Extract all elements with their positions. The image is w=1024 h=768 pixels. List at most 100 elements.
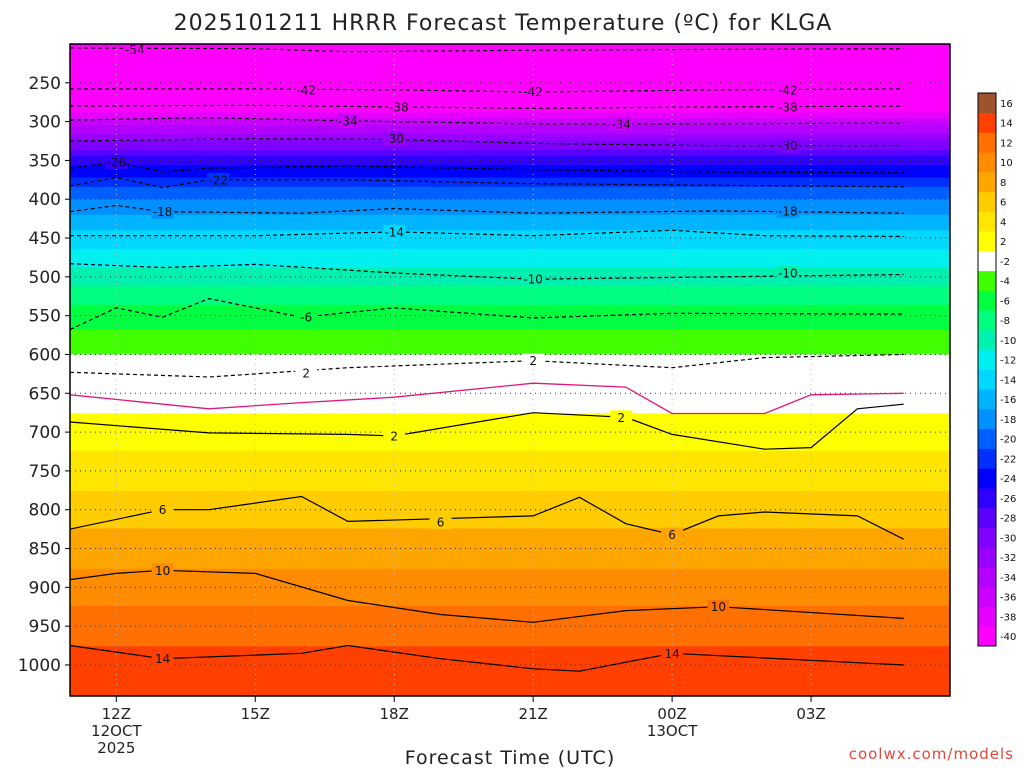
colorbar-label: -12: [1000, 356, 1016, 367]
colorbar-swatch: [978, 527, 996, 548]
contour-label-bg: [661, 646, 684, 661]
shading-band: [70, 593, 950, 598]
shading-band: [70, 177, 950, 182]
y-tick-label: 400: [29, 190, 61, 210]
contour-label-bg: [105, 154, 128, 169]
shading-band: [70, 528, 950, 533]
isotherm-10: [70, 569, 904, 623]
shading-band: [70, 596, 950, 601]
shading-band: [70, 47, 950, 51]
shading-band: [70, 627, 950, 632]
shading-band: [70, 137, 950, 141]
shading-band: [70, 134, 950, 138]
shading-band: [70, 220, 950, 225]
contour-label-bg: [383, 224, 406, 239]
source-credit[interactable]: coolwx.com/models: [849, 745, 1014, 763]
shading-band: [70, 320, 950, 325]
y-tick-label: 850: [29, 540, 61, 560]
y-tick-label: 1000: [18, 656, 61, 676]
y-tick-label: 950: [29, 617, 61, 637]
shading-band: [70, 245, 950, 250]
shading-band: [70, 522, 950, 526]
shading-band: [70, 196, 950, 200]
contour-label-bg: [610, 116, 633, 131]
shading-band: [70, 422, 950, 427]
colorbar-label: -8: [1000, 316, 1010, 327]
colorbar-swatch: [978, 606, 996, 627]
shading-band: [70, 252, 950, 256]
shading-band: [70, 621, 950, 626]
colorbar-label: -16: [1000, 395, 1016, 406]
y-tick-label: 500: [29, 268, 61, 288]
shading-band: [70, 550, 950, 554]
shading-band: [70, 404, 950, 408]
shading-band: [70, 581, 950, 585]
y-tick-label: 750: [29, 462, 61, 482]
shading-band: [70, 186, 950, 191]
shading-band: [70, 146, 950, 151]
shading-band: [70, 668, 950, 672]
contour-label-bg: [336, 113, 359, 128]
colorbar-swatch: [978, 211, 996, 232]
shading-band: [70, 466, 950, 470]
shading-band: [70, 509, 950, 514]
shading-band: [70, 202, 950, 207]
shading-band: [70, 615, 950, 619]
shading-band: [70, 230, 950, 234]
shading-band: [70, 661, 950, 666]
shading-band: [70, 276, 950, 281]
shading-band: [70, 432, 950, 436]
colorbar-swatch: [978, 251, 996, 272]
contour-label: 6: [668, 528, 676, 542]
shading-band: [70, 174, 950, 179]
colorbar-label: -18: [1000, 415, 1016, 426]
contour-label-bg: [610, 410, 633, 425]
contour-label-bg: [207, 172, 230, 187]
contour-label: -38: [389, 100, 409, 114]
colorbar-label: 4: [1000, 217, 1006, 228]
contour-label: -6: [300, 311, 312, 325]
shading-band: [70, 525, 950, 529]
shading-band: [70, 382, 950, 387]
contour-label-bg: [776, 99, 799, 114]
shading-band: [70, 658, 950, 663]
colorbar-label: -10: [1000, 336, 1016, 347]
colorbar-label: -4: [1000, 277, 1010, 288]
contour-label-bg: [522, 353, 545, 368]
shading-band: [70, 189, 950, 194]
colorbar-swatch: [978, 270, 996, 291]
shading-band: [70, 332, 950, 337]
temperature-shading: [70, 44, 950, 696]
shading-band: [70, 453, 950, 458]
contour-label-bg: [522, 84, 545, 99]
shading-band: [70, 106, 950, 110]
shading-band: [70, 531, 950, 536]
shading-band: [70, 267, 950, 272]
shading-band: [70, 65, 950, 70]
shading-band: [70, 506, 950, 511]
colorbar-label: -22: [1000, 454, 1016, 465]
shading-band: [70, 270, 950, 275]
shading-band: [70, 416, 950, 421]
colorbar-swatch: [978, 132, 996, 153]
contour-label: 2: [302, 367, 310, 381]
shading-band: [70, 385, 950, 390]
shading-band: [70, 447, 950, 452]
colorbar-swatch: [978, 468, 996, 489]
contour-label: -18: [153, 205, 173, 219]
shading-band: [70, 311, 950, 315]
shading-band: [70, 289, 950, 293]
shading-band: [70, 444, 950, 449]
shading-band: [70, 180, 950, 185]
shading-band: [70, 649, 950, 654]
contour-label: -38: [778, 100, 798, 114]
isotherm--14: [70, 229, 904, 238]
contour-label-bg: [661, 527, 684, 542]
plot-frame: [69, 43, 951, 697]
shading-band: [70, 494, 950, 498]
shading-band: [70, 565, 950, 570]
shading-band: [70, 338, 950, 343]
shading-band: [70, 242, 950, 247]
shading-band: [70, 109, 950, 113]
colorbar-label: 16: [1000, 99, 1013, 110]
